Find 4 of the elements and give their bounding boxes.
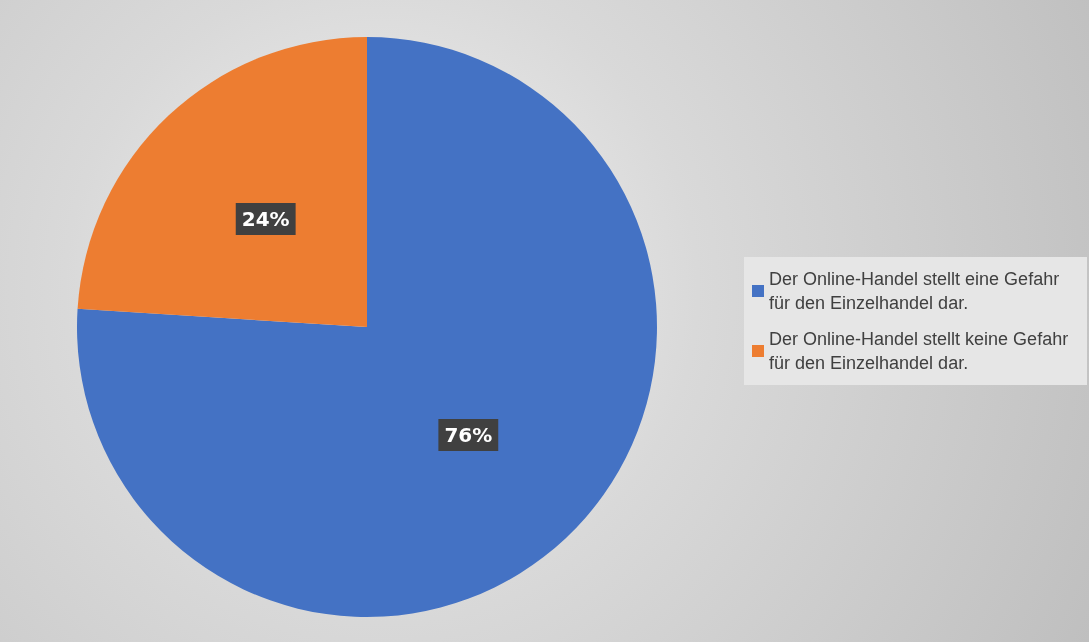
data-label: 24% [241, 207, 290, 232]
legend-label: Der Online-Handel stellt eine Gefahr für den Einzelhandel dar. [769, 269, 1065, 313]
legend-label: Der Online-Handel stellt keine Gefahr für den Einzelhandel dar. [769, 329, 1074, 373]
data-label: 76% [444, 422, 493, 447]
